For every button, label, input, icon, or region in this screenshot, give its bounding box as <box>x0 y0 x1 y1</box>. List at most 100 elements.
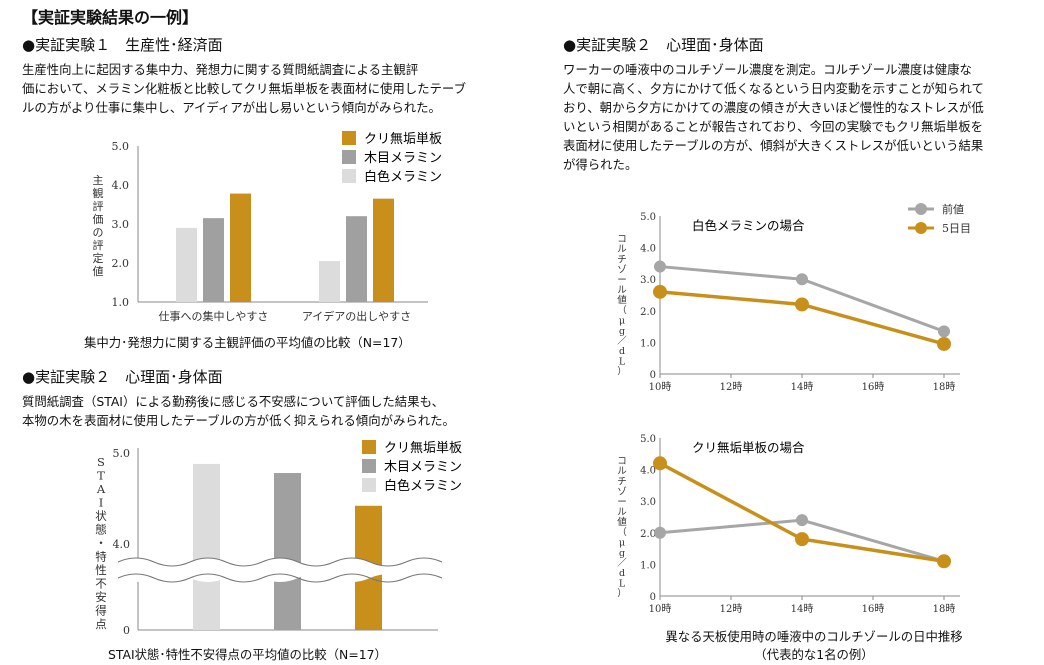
y-tick-label: 5.0 <box>640 434 656 445</box>
y-tick-label: 4.0 <box>112 179 130 192</box>
x-tick-label: 12時 <box>720 603 743 615</box>
y-axis-label-char: コ <box>617 234 627 245</box>
y-tick-label: 2.0 <box>640 307 656 318</box>
exp2-stai-heading: ●実証実験２ 心理面･身体面 <box>22 368 223 386</box>
x-tick-label: 18時 <box>933 381 956 393</box>
y-axis-label-char: 性 <box>95 563 107 577</box>
y-axis-label-char: 不 <box>95 577 107 591</box>
y-axis-label-char: d <box>619 568 625 579</box>
exp1-line: 価において、メラミン化粧板と比較してクリ無垢単板を表面材に使用したテーブ <box>22 81 466 96</box>
exp1-line: ルの方がより仕事に集中し、アイディアが出し易いという傾向がみられた。 <box>22 100 441 115</box>
y-axis-label-char: ー <box>617 275 627 286</box>
y-axis-label-char: 定 <box>93 251 104 265</box>
exp2-cortisol-description: ワーカーの唾液中のコルチゾール濃度を測定。コルチゾール濃度は健康な 人で朝に高く… <box>563 60 984 174</box>
x-tick-label: 12時 <box>720 381 743 393</box>
y-axis-label-char: μ <box>619 538 625 549</box>
y-axis-label-char: μ <box>619 316 625 327</box>
y-axis-label-char: ル <box>617 244 627 255</box>
y-axis-label-char: ） <box>617 588 627 600</box>
y-axis-label-char: ル <box>617 285 627 296</box>
legend-label: 白色メラミン <box>364 169 442 185</box>
legend-swatch <box>362 478 376 492</box>
y-axis-label-char: チ <box>617 476 627 487</box>
y-axis-label-char: ／ <box>617 558 627 569</box>
data-point <box>937 554 951 569</box>
y-axis-label-char: g <box>619 326 625 337</box>
y-axis-label-char: 評 <box>93 199 104 213</box>
x-tick-label: 仕事への集中しやすさ <box>159 309 269 323</box>
exp2-cortisol-caption-line: 異なる天板使用時の唾液中のコルチゾールの日中推移 <box>665 629 963 644</box>
y-tick-label: 1.0 <box>112 296 130 309</box>
exp1-heading: ●実証実験１ 生産性･経済面 <box>22 36 223 54</box>
y-axis-label-char: の <box>93 226 104 239</box>
x-tick-label: 10時 <box>649 381 672 393</box>
legend-label: 木目メラミン <box>384 460 462 475</box>
data-point <box>653 284 667 299</box>
y-axis-label-char: ル <box>617 507 627 518</box>
exp2-cortisol-line: いという相関があることが報告されており、今回の実験でもクリ無垢単板を <box>563 119 984 134</box>
y-axis-label-char: （ <box>617 304 627 316</box>
exp2-cortisol-caption-line: （代表的な1名の例） <box>754 647 874 662</box>
legend-label: 前値 <box>942 202 964 216</box>
y-axis-label-char: ー <box>617 497 627 508</box>
exp2-cortisol-heading: ●実証実験２ 心理面･身体面 <box>563 36 764 54</box>
y-axis-label-char: ・ <box>95 536 107 550</box>
axis-break-line <box>117 557 443 567</box>
legend-swatch <box>342 131 356 145</box>
data-point <box>795 297 809 312</box>
y-axis-label-char: g <box>619 548 625 559</box>
exp2-stai-line: 本物の木を表面材に使用したテーブルの方が低く抑えられる傾向がみられた。 <box>22 413 455 428</box>
exp2-cortisol-line: おり、朝から夕方にかけての濃度の傾きが大きいほど慢性的なストレスが低 <box>563 100 984 115</box>
y-tick-label: 3.0 <box>640 497 656 508</box>
legend-swatch <box>362 459 376 473</box>
series-line <box>659 461 945 563</box>
axis-break-line <box>117 573 443 583</box>
y-axis-label-char: ） <box>617 366 627 378</box>
x-tick-label: 16時 <box>862 381 885 393</box>
data-point <box>653 456 667 471</box>
legend-marker <box>915 203 927 215</box>
y-axis-label-char: コ <box>617 456 627 467</box>
y-tick-label: 0 <box>650 370 656 381</box>
legend-label: クリ無垢単板 <box>364 131 442 147</box>
chart-title: クリ無垢単板の場合 <box>692 440 805 455</box>
y-axis-label-char: 点 <box>95 617 107 631</box>
chart-title: 白色メラミンの場合 <box>692 218 805 233</box>
bar <box>346 216 367 302</box>
y-axis-label-char: 評 <box>93 238 104 252</box>
bar <box>176 227 197 302</box>
x-tick-label: 10時 <box>649 603 672 615</box>
exp2-stai-caption: STAI状態･特性不安得点の平均値の比較（N=17） <box>108 647 387 662</box>
legend-swatch <box>342 150 356 164</box>
y-axis-label-char: ゾ <box>617 487 627 498</box>
y-tick-label: 1.0 <box>640 338 656 349</box>
y-tick-label: 2.0 <box>112 257 130 270</box>
x-tick-label: 14時 <box>791 381 814 393</box>
y-axis-label-char: 状 <box>95 509 107 523</box>
x-tick-label: 14時 <box>791 603 814 615</box>
y-axis-label-char: チ <box>617 254 627 265</box>
bar <box>230 193 251 302</box>
legend-swatch <box>342 169 356 183</box>
y-tick-label: 2.0 <box>640 529 656 540</box>
exp2-cortisol-caption: 異なる天板使用時の唾液中のコルチゾールの日中推移 （代表的な1名の例） <box>624 627 1004 663</box>
data-point <box>796 273 808 286</box>
legend-label: 木目メラミン <box>364 151 442 166</box>
y-axis-label-char: L <box>619 578 626 589</box>
y-tick-label: 5.0 <box>640 212 656 223</box>
bar <box>319 261 340 302</box>
y-axis-label-char: 態 <box>95 523 107 537</box>
data-point <box>938 325 950 338</box>
y-axis-label-char: S <box>97 455 105 469</box>
legend-label: 白色メラミン <box>384 478 462 494</box>
y-axis-label-char: d <box>619 346 625 357</box>
y-axis-label-char: （ <box>617 526 627 538</box>
data-point <box>654 526 666 539</box>
y-axis-label-char: I <box>99 496 104 510</box>
y-axis-label-char: 値 <box>617 516 627 528</box>
y-axis-label-char: 値 <box>617 294 627 306</box>
bar <box>274 473 301 630</box>
data-point <box>796 514 808 527</box>
